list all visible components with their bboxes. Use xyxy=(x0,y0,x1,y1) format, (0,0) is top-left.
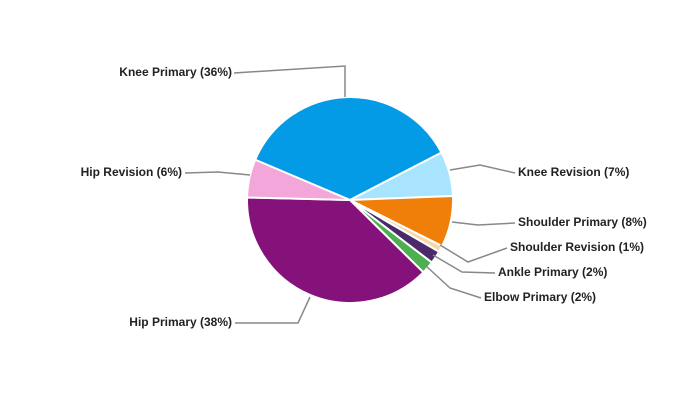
leader-line xyxy=(184,171,251,176)
pie-slice xyxy=(246,196,425,304)
leader-line xyxy=(449,164,516,174)
leader-line xyxy=(235,296,311,324)
slice-label: Knee Revision (7%) xyxy=(518,165,629,179)
slice-label: Shoulder Primary (8%) xyxy=(518,215,647,229)
pie-slice xyxy=(253,96,443,202)
slice-label: Elbow Primary (2%) xyxy=(484,290,596,304)
leader-line xyxy=(439,244,508,263)
leader-line xyxy=(432,254,496,274)
slice-label: Shoulder Revision (1%) xyxy=(510,240,644,254)
pie-slice xyxy=(246,158,351,201)
slice-label: Knee Primary (36%) xyxy=(119,65,232,79)
leader-line xyxy=(233,65,346,97)
leader-line xyxy=(451,221,516,226)
slice-label: Ankle Primary (2%) xyxy=(498,265,607,279)
leader-line xyxy=(424,264,482,299)
slice-label: Hip Primary (38%) xyxy=(129,315,232,329)
slice-label: Hip Revision (6%) xyxy=(81,165,182,179)
